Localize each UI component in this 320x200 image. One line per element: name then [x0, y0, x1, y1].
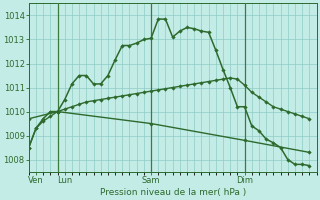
X-axis label: Pression niveau de la mer( hPa ): Pression niveau de la mer( hPa ) [100, 188, 246, 197]
